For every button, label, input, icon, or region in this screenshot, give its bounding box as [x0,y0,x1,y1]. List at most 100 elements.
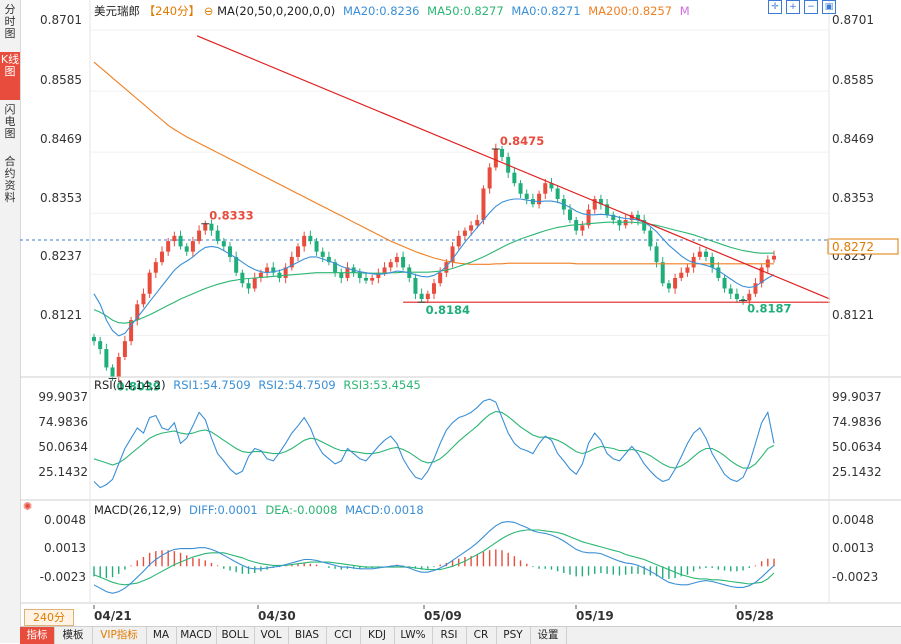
candle-body [580,225,585,231]
candle-body [271,267,276,273]
indicator-tab[interactable]: VIP指标 [92,627,147,644]
settings-icon[interactable]: ⊖ [203,4,214,18]
price-axis-label: 0.8701 [40,13,82,27]
rsi1-value: RSI1:54.7509 [173,378,251,392]
candle-body [376,272,381,278]
layout-icon[interactable]: ▣ [822,0,836,14]
candle-body [314,241,319,252]
indicator-tab[interactable]: 模板 [54,627,93,644]
candle-body [382,267,387,273]
macd-axis-label: 0.0013 [44,541,86,555]
candle-body [184,246,189,252]
candle-body [413,277,418,294]
diff-value: DIFF:0.0001 [189,503,258,517]
tab-contract-info[interactable]: 合约资料 [4,155,16,204]
zoom-in-icon[interactable]: + [786,0,800,14]
indicator-tab[interactable]: KDJ [360,627,395,644]
candle-body [673,277,678,289]
kline-chart[interactable]: 0.8333 0.8475 0.8184 0.8187 0.8039 0.8701 0.… [20,0,901,626]
macd-axis-label: -0.0023 [832,570,878,584]
date-label: 05/19 [576,609,614,623]
rsi-axis-label: 74.9836 [832,415,882,429]
indicator-tab[interactable]: MACD [176,627,217,644]
candle-body [388,262,393,268]
tab-flash[interactable]: 闪电图 [4,103,16,140]
candle-body [456,235,461,247]
price-annotation: 0.8184 [426,303,470,317]
macd-axis-label: 0.0048 [832,513,874,527]
candle-body [759,267,764,284]
candle-body [141,293,146,305]
candle-body [419,293,424,300]
candle-body [555,188,560,199]
tab-timeshare[interactable]: 分时图 [4,3,16,40]
candle-body [333,262,338,273]
candle-body [679,272,684,278]
candle-body [741,299,746,301]
candle-body [611,214,616,221]
rsi-legend: RSI(14,14,2) RSI1:54.7509 RSI2:54.7509 R… [94,378,421,392]
ma-lines [93,61,775,337]
candle-body [370,277,375,281]
indicator-tab[interactable]: BOLL [216,627,255,644]
candle-body [629,214,634,221]
candle-body [339,272,344,278]
candle-body [364,277,368,281]
indicator-tab[interactable]: 指标 [20,627,55,644]
candle-body [277,272,282,278]
ma200-value: MA200:0.8257 [588,4,673,18]
price-annotation: 0.8333 [209,209,253,223]
period-label[interactable]: 【240分】 [143,4,201,18]
candle-body [462,230,467,236]
candle-body [432,283,436,294]
candle-body [697,251,702,257]
ma50-value: MA50:0.8277 [427,4,504,18]
candle-body [487,167,492,189]
candle-body [98,341,103,350]
candle-body [302,235,307,247]
candle-body [234,256,239,273]
price-axis-left: 0.8701 0.8585 0.8469 0.8353 0.8237 0.812… [40,13,82,322]
candle-body [228,246,232,257]
candle-body [475,220,480,226]
rsi-lines [93,398,775,489]
rsi2-value: RSI2:54.7509 [258,378,336,392]
resistance-trendline [196,35,831,300]
indicator-tab[interactable]: CCI [326,627,361,644]
crosshair-icon[interactable]: ✛ [768,0,782,14]
price-axis-label: 0.8585 [40,73,82,87]
candle-body [636,214,640,221]
indicator-tab[interactable]: CR [466,627,497,644]
indicator-tab[interactable]: PSY [496,627,531,644]
candle-body [104,349,109,368]
ma-extra: M [679,4,690,18]
macd-settings-icon[interactable]: ✺ [23,500,33,513]
rsi-signal-line [93,410,775,469]
candle-body [444,262,449,273]
indicator-tab[interactable]: BIAS [288,627,327,644]
period-selector[interactable]: 240分 [24,609,74,626]
candle-body [172,235,177,242]
indicator-tab[interactable]: LW% [394,627,433,644]
macd-axis-left: 0.0048 0.0013 -0.0023 [40,513,86,584]
indicator-tab[interactable]: MA [146,627,177,644]
indicator-tab[interactable]: VOL [254,627,289,644]
candle-body [549,183,554,189]
indicator-tab[interactable]: RSI [432,627,467,644]
price-axis-label: 0.8237 [40,249,82,263]
ma-label: MA(20,50,0,200,0,0) [217,4,336,18]
candle-body [722,277,727,289]
candle-body [265,267,270,273]
price-annotation: 0.8475 [500,134,544,148]
candle-body [153,262,158,273]
indicator-tab[interactable]: 设置 [530,627,567,644]
rsi-axis-right: 99.9037 74.9836 50.0634 25.1432 [832,390,882,479]
macd-legend: MACD(26,12,9) DIFF:0.0001 DEA:-0.0008 MA… [94,503,424,517]
candle-body [450,246,455,263]
candle-body [438,272,443,284]
rsi-axis-label: 50.0634 [832,440,882,454]
candle-body [308,235,313,242]
tab-kline[interactable]: K线图 [0,52,20,100]
rsi3-value: RSI3:53.4545 [343,378,421,392]
zoom-out-icon[interactable]: − [804,0,818,14]
